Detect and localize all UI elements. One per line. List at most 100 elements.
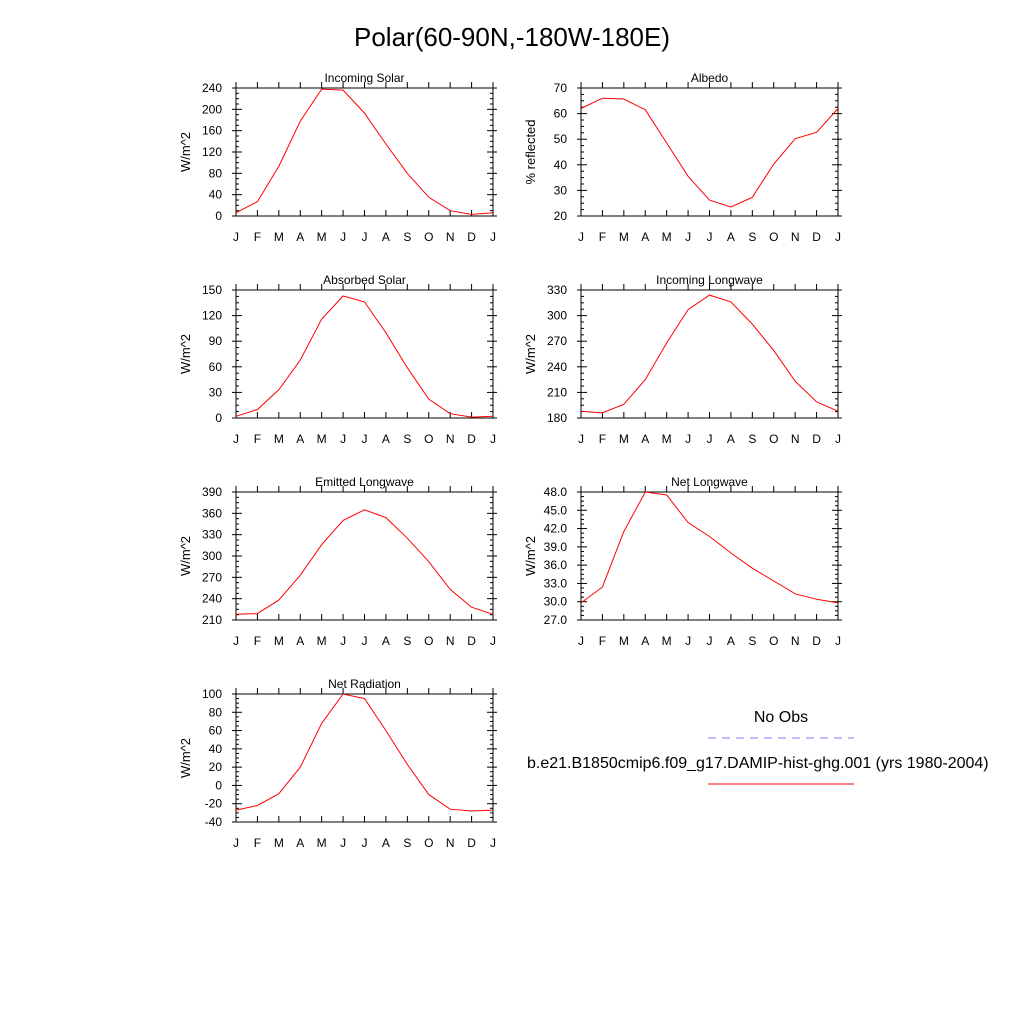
- x-tick-label: F: [254, 432, 261, 446]
- x-tick-label: J: [685, 634, 691, 648]
- y-tick-label: 0: [215, 778, 222, 792]
- x-tick-label: A: [296, 634, 304, 648]
- x-tick-label: J: [340, 836, 346, 850]
- x-tick-label: N: [791, 634, 800, 648]
- y-tick-label: 36.0: [544, 558, 568, 572]
- plot-frame: [580, 491, 839, 621]
- x-tick-label: M: [619, 230, 629, 244]
- x-tick-label: N: [446, 432, 455, 446]
- x-tick-label: D: [812, 230, 821, 244]
- y-tick-label: 100: [202, 687, 222, 701]
- y-tick-label: 240: [547, 360, 567, 374]
- x-tick-label: M: [274, 836, 284, 850]
- x-tick-label: F: [599, 634, 606, 648]
- y-tick-label: 160: [202, 124, 222, 138]
- x-tick-label: S: [403, 836, 411, 850]
- x-tick-label: D: [812, 432, 821, 446]
- x-tick-label: J: [340, 432, 346, 446]
- x-tick-label: A: [641, 634, 649, 648]
- x-tick-label: J: [835, 634, 841, 648]
- x-tick-label: A: [727, 230, 735, 244]
- y-tick-label: 210: [547, 385, 567, 399]
- series-line: [580, 97, 839, 208]
- y-tick-label: 50: [554, 132, 568, 146]
- x-tick-label: M: [317, 230, 327, 244]
- y-tick-label: 80: [209, 705, 223, 719]
- x-tick-label: O: [424, 634, 433, 648]
- y-tick-label: 0: [215, 411, 222, 425]
- x-tick-label: D: [812, 634, 821, 648]
- x-tick-label: N: [791, 230, 800, 244]
- y-tick-label: 120: [202, 145, 222, 159]
- x-tick-label: A: [382, 230, 390, 244]
- x-tick-label: F: [254, 634, 261, 648]
- x-tick-label: A: [382, 634, 390, 648]
- y-axis-label: W/m^2: [178, 536, 193, 576]
- panel-title: Absorbed Solar: [323, 273, 406, 287]
- x-tick-label: N: [446, 836, 455, 850]
- x-tick-label: O: [424, 836, 433, 850]
- x-tick-label: J: [707, 634, 713, 648]
- y-tick-label: 80: [209, 166, 223, 180]
- x-tick-label: S: [748, 634, 756, 648]
- y-tick-label: 200: [202, 102, 222, 116]
- y-tick-label: 40: [209, 188, 223, 202]
- y-tick-label: 120: [202, 309, 222, 323]
- y-tick-label: 70: [554, 81, 568, 95]
- x-tick-label: J: [835, 432, 841, 446]
- y-tick-label: 240: [202, 81, 222, 95]
- y-tick-label: 360: [202, 506, 222, 520]
- y-tick-label: 27.0: [544, 613, 568, 627]
- x-tick-label: J: [835, 230, 841, 244]
- x-tick-label: D: [467, 432, 476, 446]
- y-tick-label: 390: [202, 485, 222, 499]
- y-tick-label: 330: [202, 528, 222, 542]
- x-tick-label: D: [467, 230, 476, 244]
- y-tick-label: 40: [554, 158, 568, 172]
- x-tick-label: N: [446, 634, 455, 648]
- x-tick-label: D: [467, 634, 476, 648]
- series-line: [235, 295, 494, 418]
- panel-title: Emitted Longwave: [315, 475, 414, 489]
- x-tick-label: J: [340, 634, 346, 648]
- y-tick-label: 60: [209, 360, 223, 374]
- x-tick-label: S: [748, 230, 756, 244]
- x-tick-label: F: [599, 230, 606, 244]
- x-tick-label: J: [578, 432, 584, 446]
- y-tick-label: 330: [547, 283, 567, 297]
- x-tick-label: A: [296, 230, 304, 244]
- x-tick-label: D: [467, 836, 476, 850]
- x-tick-label: J: [685, 432, 691, 446]
- x-tick-label: S: [403, 634, 411, 648]
- plot-frame: [235, 693, 494, 823]
- x-tick-label: J: [233, 432, 239, 446]
- y-tick-label: 300: [547, 309, 567, 323]
- x-tick-label: J: [707, 432, 713, 446]
- y-tick-label: 30.0: [544, 595, 568, 609]
- y-tick-label: 90: [209, 334, 223, 348]
- x-tick-label: M: [317, 432, 327, 446]
- x-tick-label: M: [662, 432, 672, 446]
- y-axis-label: W/m^2: [178, 738, 193, 778]
- x-tick-label: O: [769, 230, 778, 244]
- plot-frame: [235, 289, 494, 419]
- series-line: [235, 88, 494, 215]
- y-tick-label: 42.0: [544, 522, 568, 536]
- panel-title: Incoming Solar: [324, 71, 404, 85]
- x-tick-label: M: [317, 836, 327, 850]
- x-tick-label: F: [254, 230, 261, 244]
- x-tick-label: M: [619, 634, 629, 648]
- x-tick-label: M: [619, 432, 629, 446]
- y-axis-label: W/m^2: [523, 536, 538, 576]
- x-tick-label: J: [362, 432, 368, 446]
- x-tick-label: A: [382, 836, 390, 850]
- y-axis-label: W/m^2: [523, 334, 538, 374]
- series-line: [580, 491, 839, 604]
